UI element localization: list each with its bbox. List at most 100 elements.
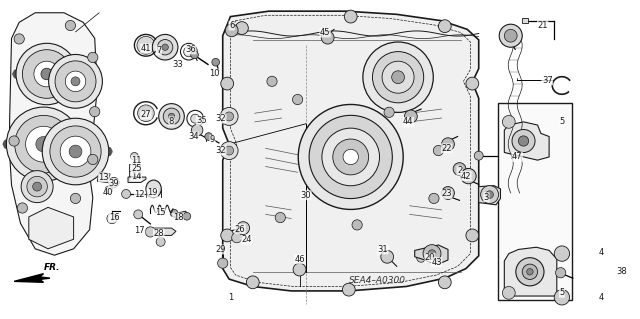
Circle shape — [4, 139, 9, 145]
Circle shape — [298, 104, 403, 210]
Text: 39: 39 — [109, 179, 119, 188]
Circle shape — [554, 246, 570, 261]
Circle shape — [41, 68, 52, 80]
Text: 32: 32 — [216, 114, 226, 123]
Circle shape — [40, 151, 45, 156]
Text: 42: 42 — [461, 172, 471, 181]
Polygon shape — [97, 172, 110, 182]
Circle shape — [309, 115, 392, 198]
Circle shape — [183, 212, 191, 220]
Circle shape — [404, 110, 417, 123]
Text: 9: 9 — [210, 135, 215, 144]
Circle shape — [53, 142, 58, 147]
Text: 27: 27 — [141, 110, 151, 119]
Circle shape — [47, 143, 52, 148]
Circle shape — [267, 76, 277, 86]
Circle shape — [16, 43, 77, 105]
Circle shape — [15, 115, 72, 173]
Circle shape — [24, 150, 29, 155]
Text: 10: 10 — [209, 69, 220, 78]
Circle shape — [68, 158, 74, 163]
Circle shape — [33, 151, 38, 156]
Circle shape — [108, 149, 113, 154]
Circle shape — [344, 10, 357, 23]
Circle shape — [70, 193, 81, 204]
Circle shape — [9, 136, 19, 146]
Circle shape — [28, 64, 33, 70]
Circle shape — [109, 177, 119, 188]
Circle shape — [60, 136, 91, 167]
Circle shape — [72, 75, 77, 80]
Circle shape — [275, 212, 285, 223]
Circle shape — [225, 112, 234, 121]
Circle shape — [423, 245, 441, 263]
Bar — [129, 164, 140, 171]
Circle shape — [24, 133, 29, 138]
Circle shape — [205, 133, 212, 140]
Circle shape — [78, 144, 83, 149]
Circle shape — [105, 186, 113, 194]
Circle shape — [107, 213, 117, 224]
Text: 25: 25 — [131, 164, 141, 173]
Circle shape — [145, 227, 156, 237]
Circle shape — [170, 209, 178, 217]
Circle shape — [22, 50, 71, 98]
Ellipse shape — [146, 180, 161, 198]
Circle shape — [60, 78, 65, 84]
Circle shape — [77, 158, 83, 163]
Circle shape — [75, 73, 80, 78]
Circle shape — [453, 163, 466, 175]
Text: 5: 5 — [559, 117, 564, 126]
Circle shape — [191, 124, 203, 136]
Circle shape — [52, 64, 58, 69]
Circle shape — [60, 64, 65, 70]
Polygon shape — [14, 274, 50, 282]
Text: 24: 24 — [241, 235, 252, 244]
Circle shape — [461, 168, 476, 184]
Circle shape — [69, 145, 82, 158]
Circle shape — [42, 145, 47, 150]
Circle shape — [45, 228, 55, 239]
Text: 5: 5 — [559, 288, 564, 297]
Circle shape — [417, 253, 426, 262]
Circle shape — [392, 71, 404, 84]
Text: 46: 46 — [294, 255, 305, 263]
Circle shape — [333, 139, 369, 175]
Circle shape — [502, 115, 515, 128]
Polygon shape — [128, 177, 146, 182]
Circle shape — [78, 139, 83, 145]
Text: 3: 3 — [484, 193, 489, 202]
Text: 13: 13 — [99, 173, 109, 182]
Text: 44: 44 — [403, 117, 413, 126]
Circle shape — [187, 110, 204, 127]
Circle shape — [225, 24, 238, 37]
Circle shape — [191, 51, 198, 59]
Circle shape — [147, 191, 154, 197]
Text: 45: 45 — [320, 28, 330, 37]
Text: 19: 19 — [147, 189, 157, 197]
Text: 28: 28 — [154, 229, 164, 238]
Circle shape — [71, 148, 76, 153]
Circle shape — [232, 233, 242, 243]
Text: 31: 31 — [378, 245, 388, 254]
Circle shape — [162, 44, 168, 50]
Circle shape — [218, 258, 228, 268]
Text: 34: 34 — [188, 132, 198, 141]
Circle shape — [65, 20, 76, 31]
Circle shape — [49, 132, 54, 137]
Polygon shape — [415, 245, 448, 264]
Circle shape — [502, 286, 515, 299]
Circle shape — [442, 138, 454, 151]
Bar — [522, 18, 528, 23]
Circle shape — [47, 155, 52, 160]
Circle shape — [3, 142, 8, 147]
Circle shape — [322, 128, 380, 186]
Text: 35: 35 — [196, 116, 207, 125]
Circle shape — [518, 136, 529, 146]
Circle shape — [522, 264, 538, 279]
Polygon shape — [479, 186, 500, 205]
Circle shape — [512, 130, 535, 152]
Text: 29: 29 — [216, 245, 226, 254]
Circle shape — [428, 250, 436, 257]
Circle shape — [88, 154, 98, 165]
